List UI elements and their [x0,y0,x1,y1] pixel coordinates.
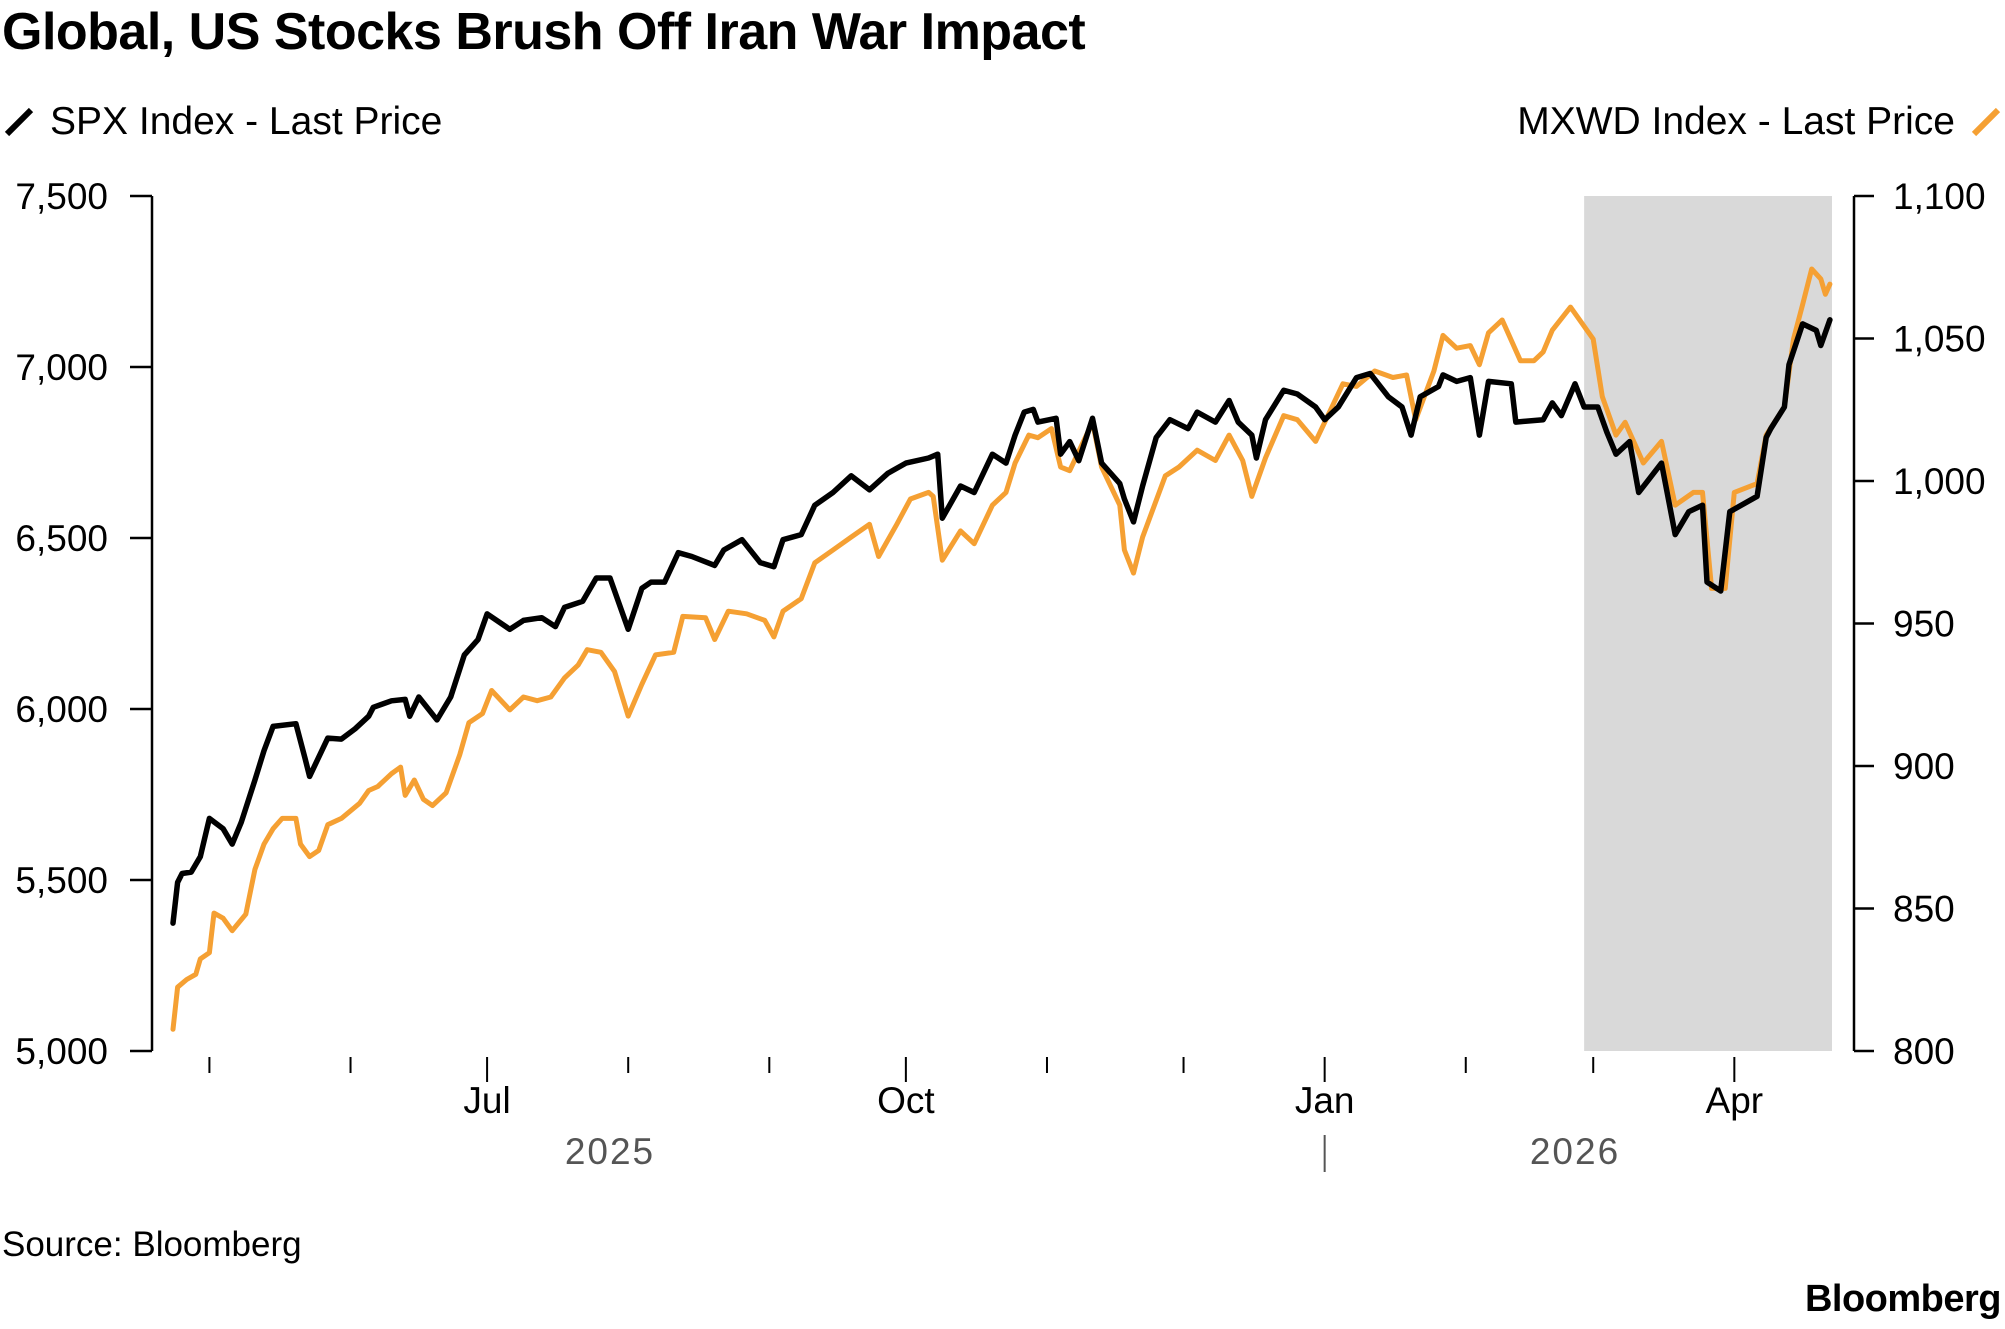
left-axis-tick-label: 6,500 [15,518,108,559]
right-axis-tick-label: 1,100 [1893,176,1986,217]
legend-mxwd: MXWD Index - Last Price [1517,100,2001,144]
right-axis-tick-label: 1,050 [1893,319,1986,360]
left-axis-tick-label: 5,500 [15,860,108,901]
x-axis-tick-label: Apr [1706,1080,1764,1121]
x-axis-tick-label: Oct [877,1080,935,1121]
left-axis-tick-label: 7,500 [15,176,108,217]
left-axis-tick-label: 6,000 [15,689,108,730]
right-axis-tick-label: 950 [1893,604,1955,645]
series-line-mxwd [170,266,1833,1032]
source-note: Source: Bloomberg [2,1225,302,1264]
x-axis-tick-label: Jul [463,1080,510,1121]
legend-mxwd-swatch-icon [1971,107,2001,137]
x-axis-year-label: 2026 [1530,1131,1620,1172]
right-axis-tick-label: 800 [1893,1031,1955,1072]
legend-spx-swatch-icon [4,107,34,137]
series-line-spx [170,317,1833,926]
right-axis-tick-label: 900 [1893,746,1955,787]
bloomberg-logo: Bloomberg [1804,1278,2002,1320]
right-axis-tick-label: 850 [1893,889,1955,930]
legend-spx-label: SPX Index - Last Price [50,100,443,143]
shaded-region [1584,196,1832,1051]
x-axis-tick-label: Jan [1295,1080,1355,1121]
chart-title: Global, US Stocks Brush Off Iran War Imp… [2,3,1086,61]
left-axis-tick-label: 7,000 [15,347,108,388]
legend-mxwd-label: MXWD Index - Last Price [1517,100,1955,143]
left-axis-tick-label: 5,000 [15,1031,108,1072]
x-axis-year-label: 2025 [565,1131,655,1172]
legend-spx: SPX Index - Last Price [4,100,442,144]
right-axis-tick-label: 1,000 [1893,461,1986,502]
